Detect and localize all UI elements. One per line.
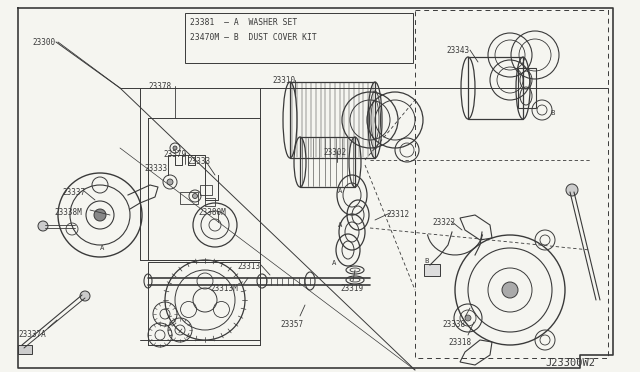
Text: 23310: 23310 — [272, 76, 295, 85]
Text: 23378: 23378 — [148, 82, 171, 91]
Text: A: A — [100, 245, 104, 251]
Text: 23343: 23343 — [446, 46, 469, 55]
Text: 23333: 23333 — [144, 164, 167, 173]
Text: 23319: 23319 — [340, 284, 363, 293]
Bar — [205, 198, 215, 206]
Text: 23302: 23302 — [323, 148, 346, 157]
Text: 23333: 23333 — [187, 157, 210, 166]
Bar — [185, 13, 413, 63]
Text: 23318: 23318 — [448, 338, 471, 347]
Bar — [424, 264, 440, 276]
Text: 23312: 23312 — [386, 210, 409, 219]
Text: 23313: 23313 — [237, 262, 260, 271]
Text: 23313M: 23313M — [210, 284, 237, 293]
Circle shape — [566, 184, 578, 196]
Bar — [300, 137, 355, 187]
Text: 23322: 23322 — [432, 218, 455, 227]
Text: 23381  — A  WASHER SET: 23381 — A WASHER SET — [190, 18, 297, 27]
Text: A: A — [332, 260, 337, 266]
Circle shape — [173, 146, 177, 150]
Text: A: A — [338, 222, 342, 228]
Circle shape — [94, 209, 106, 221]
Text: 23337: 23337 — [62, 188, 85, 197]
Text: 23338M: 23338M — [54, 208, 82, 217]
Circle shape — [502, 282, 518, 298]
Circle shape — [80, 291, 90, 301]
Bar — [468, 57, 523, 119]
Bar — [518, 68, 536, 108]
Text: 23357: 23357 — [280, 320, 303, 329]
Text: J23300W2: J23300W2 — [545, 358, 595, 368]
Text: 23338: 23338 — [442, 320, 465, 329]
Text: B: B — [424, 258, 428, 264]
Text: B: B — [550, 110, 554, 116]
Bar — [200, 185, 212, 195]
Text: 23300: 23300 — [32, 38, 55, 47]
Circle shape — [38, 221, 48, 231]
Circle shape — [465, 315, 471, 321]
Circle shape — [193, 193, 198, 199]
Bar — [180, 192, 198, 204]
Circle shape — [167, 179, 173, 185]
Text: 23337A: 23337A — [18, 330, 45, 339]
Text: 23379: 23379 — [163, 150, 186, 159]
Text: 23470M — B  DUST COVER KIT: 23470M — B DUST COVER KIT — [190, 33, 317, 42]
Bar — [290, 82, 375, 158]
Text: 23380M: 23380M — [198, 208, 226, 217]
Bar — [18, 345, 32, 354]
Text: A: A — [338, 188, 342, 194]
